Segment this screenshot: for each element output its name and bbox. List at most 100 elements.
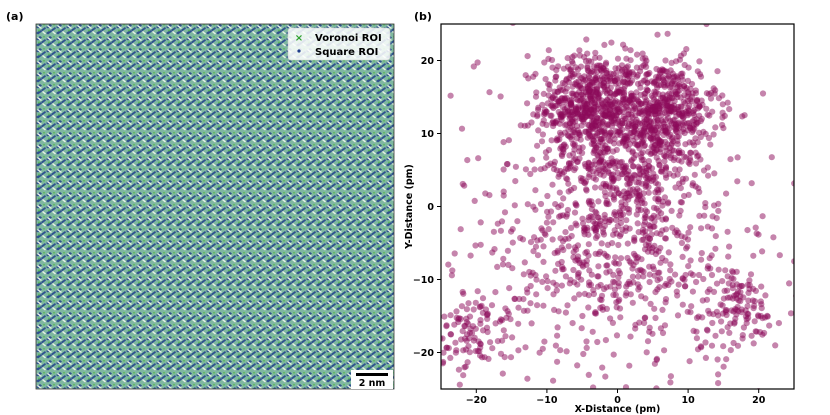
scatter-point [556, 129, 564, 136]
scatter-point [590, 69, 597, 76]
scatter-point [541, 59, 548, 66]
scatter-point [699, 297, 706, 304]
scatter-point [564, 55, 571, 62]
scatter-point [551, 250, 558, 257]
scatter-point [678, 239, 686, 247]
scatter-point [646, 278, 653, 286]
scatter-point [690, 142, 698, 149]
scatter-point [681, 61, 688, 69]
scatter-point [457, 226, 464, 233]
scatter-point [558, 244, 565, 251]
scatter-point [560, 195, 567, 202]
scatter-point [579, 215, 586, 222]
scatter-point [551, 306, 558, 313]
scatter-point [643, 349, 650, 356]
scatter-point [630, 262, 637, 269]
scatter-point [626, 362, 633, 369]
scatter-point [672, 91, 680, 98]
scatter-point [681, 119, 688, 126]
scatter-point [613, 216, 620, 224]
scatter-point [566, 112, 573, 119]
scatter-point [534, 302, 541, 309]
scatter-point [666, 170, 673, 177]
scatter-point [752, 224, 759, 231]
scatter-point [632, 152, 639, 159]
scatter-point [759, 248, 766, 255]
scatter-point [643, 86, 650, 93]
scatter-point [589, 213, 596, 221]
scatter-point [674, 232, 681, 239]
scatter-point [544, 285, 551, 292]
scatter-point [593, 118, 600, 125]
scatter-point [687, 309, 694, 316]
scatter-point [687, 224, 694, 231]
scatter-point [552, 342, 560, 349]
scatter-point [758, 301, 765, 308]
scatter-point [515, 304, 522, 311]
scatter-point [565, 235, 572, 242]
scatter-point [451, 321, 458, 328]
scatter-point [682, 141, 689, 148]
scatter-point [726, 106, 733, 113]
scatter-point [675, 157, 682, 164]
scatter-point [751, 298, 759, 305]
scatter-point [569, 320, 576, 327]
scatter-point [704, 164, 711, 171]
scatter-point [637, 132, 644, 139]
scatter-point [590, 79, 597, 86]
scatter-point [608, 171, 615, 179]
scatter-point [578, 325, 585, 332]
scatter-point [727, 347, 734, 354]
scatter-point [579, 312, 586, 320]
scatter-point [759, 213, 766, 220]
scatter-point [715, 371, 722, 378]
scatter-point [589, 328, 596, 335]
scatter-point [602, 337, 610, 344]
scatter-point [740, 324, 748, 331]
scatter-point [592, 208, 599, 215]
scatter-point [545, 47, 552, 54]
scatter-point [702, 200, 709, 207]
scatter-point [732, 315, 739, 322]
scatter-point [703, 24, 710, 28]
scatter-point [668, 59, 675, 66]
scatter-point [533, 89, 540, 96]
scatter-point [601, 131, 609, 138]
scatter-point [593, 86, 600, 93]
scatter-point [750, 340, 757, 347]
scatter-point [587, 281, 595, 288]
scatter-point [500, 255, 507, 262]
scatter-point [585, 173, 592, 180]
scatter-point [775, 320, 783, 327]
scatter-point [715, 266, 722, 273]
scatter-point [639, 229, 646, 236]
scatter-point [715, 207, 722, 214]
scatter-point [645, 184, 652, 191]
scatter-point [762, 292, 769, 299]
scatter-point [624, 281, 631, 288]
scatter-point [600, 226, 607, 233]
scatter-point [626, 80, 633, 87]
scatter-point [626, 141, 634, 148]
scatter-point [595, 198, 602, 205]
scatter-point [596, 54, 603, 61]
scatter-point [577, 136, 584, 143]
scatter-point [695, 152, 702, 159]
scatter-point [540, 243, 547, 250]
scatter-point [447, 354, 454, 361]
scatter-point [703, 105, 710, 112]
scatter-point [648, 391, 654, 397]
y-tick-label: −10 [413, 275, 435, 286]
scatter-point [644, 71, 651, 78]
scatter-point [768, 154, 775, 161]
scatter-point [705, 307, 712, 314]
scatter-point [686, 358, 693, 365]
scatter-point [546, 81, 553, 88]
scatter-point [629, 69, 636, 76]
scatter-point [549, 236, 556, 243]
scatter-point [672, 128, 680, 135]
scatter-point [565, 126, 572, 133]
scatter-point [555, 98, 562, 105]
scatter-point [733, 281, 741, 288]
scatter-point [504, 161, 511, 168]
